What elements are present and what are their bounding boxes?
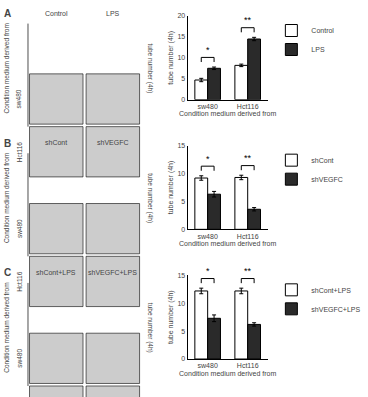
svg-text:tube number (4h): tube number (4h) xyxy=(167,161,175,215)
svg-text:shVEGFC+LPS: shVEGFC+LPS xyxy=(311,306,360,313)
svg-text:5: 5 xyxy=(181,328,185,335)
svg-text:**: ** xyxy=(244,153,252,163)
svg-text:Hct116: Hct116 xyxy=(237,103,259,110)
svg-text:shVEGFC: shVEGFC xyxy=(97,139,129,146)
svg-text:Condition medium derived from: Condition medium derived from xyxy=(179,110,276,117)
svg-text:shCont+LPS: shCont+LPS xyxy=(311,287,351,294)
svg-text:Condition medium derived from: Condition medium derived from xyxy=(179,370,276,377)
svg-text:Condition medium derived from: Condition medium derived from xyxy=(3,282,10,372)
svg-text:*: * xyxy=(206,154,210,164)
svg-text:0: 0 xyxy=(181,226,185,233)
svg-text:0: 0 xyxy=(181,355,185,362)
svg-text:Hct116: Hct116 xyxy=(16,142,23,162)
svg-text:sw480: sw480 xyxy=(198,233,218,240)
svg-text:15: 15 xyxy=(177,272,185,279)
svg-text:tube number (4h): tube number (4h) xyxy=(146,303,154,353)
svg-text:tube number (4h): tube number (4h) xyxy=(146,44,154,94)
svg-text:sw480: sw480 xyxy=(198,362,218,369)
svg-text:Control: Control xyxy=(311,27,334,34)
svg-text:shCont: shCont xyxy=(311,157,333,164)
svg-text:15: 15 xyxy=(177,142,185,149)
svg-text:sw480: sw480 xyxy=(16,219,23,238)
svg-text:shVEGFC: shVEGFC xyxy=(311,176,343,183)
svg-text:shVEGFC+LPS: shVEGFC+LPS xyxy=(88,269,137,276)
svg-text:sw480: sw480 xyxy=(15,89,22,108)
svg-text:tube number (4h): tube number (4h) xyxy=(167,290,175,344)
svg-text:Hct116: Hct116 xyxy=(237,233,259,240)
svg-text:A: A xyxy=(4,8,11,19)
svg-text:B: B xyxy=(4,138,11,149)
svg-text:20: 20 xyxy=(177,12,185,19)
svg-text:Condition medium derived from: Condition medium derived from xyxy=(179,240,276,247)
svg-text:15: 15 xyxy=(177,33,185,40)
svg-text:shCont+LPS: shCont+LPS xyxy=(36,269,76,276)
svg-text:5: 5 xyxy=(181,75,185,82)
svg-text:LPS: LPS xyxy=(106,10,120,17)
svg-text:10: 10 xyxy=(177,54,185,61)
svg-text:10: 10 xyxy=(177,300,185,307)
svg-text:0: 0 xyxy=(181,96,185,103)
svg-text:tube number (4h): tube number (4h) xyxy=(167,31,175,85)
svg-text:**: ** xyxy=(244,266,252,276)
svg-text:shCont: shCont xyxy=(45,139,67,146)
svg-text:**: ** xyxy=(244,15,252,25)
svg-text:Hct116: Hct116 xyxy=(16,271,23,291)
svg-text:tube number (4h): tube number (4h) xyxy=(146,173,154,223)
svg-text:Control: Control xyxy=(45,10,68,17)
svg-text:LPS: LPS xyxy=(311,46,325,53)
svg-text:Condition medium derived from: Condition medium derived from xyxy=(3,23,10,113)
svg-text:10: 10 xyxy=(177,170,185,177)
svg-text:Condition medium derived from: Condition medium derived from xyxy=(3,153,10,243)
svg-text:C: C xyxy=(4,267,11,278)
svg-text:sw480: sw480 xyxy=(16,349,23,368)
svg-text:*: * xyxy=(206,266,210,276)
svg-text:sw480: sw480 xyxy=(198,103,218,110)
svg-text:*: * xyxy=(206,45,210,55)
svg-text:5: 5 xyxy=(181,198,185,205)
svg-text:Hct116: Hct116 xyxy=(237,362,259,369)
